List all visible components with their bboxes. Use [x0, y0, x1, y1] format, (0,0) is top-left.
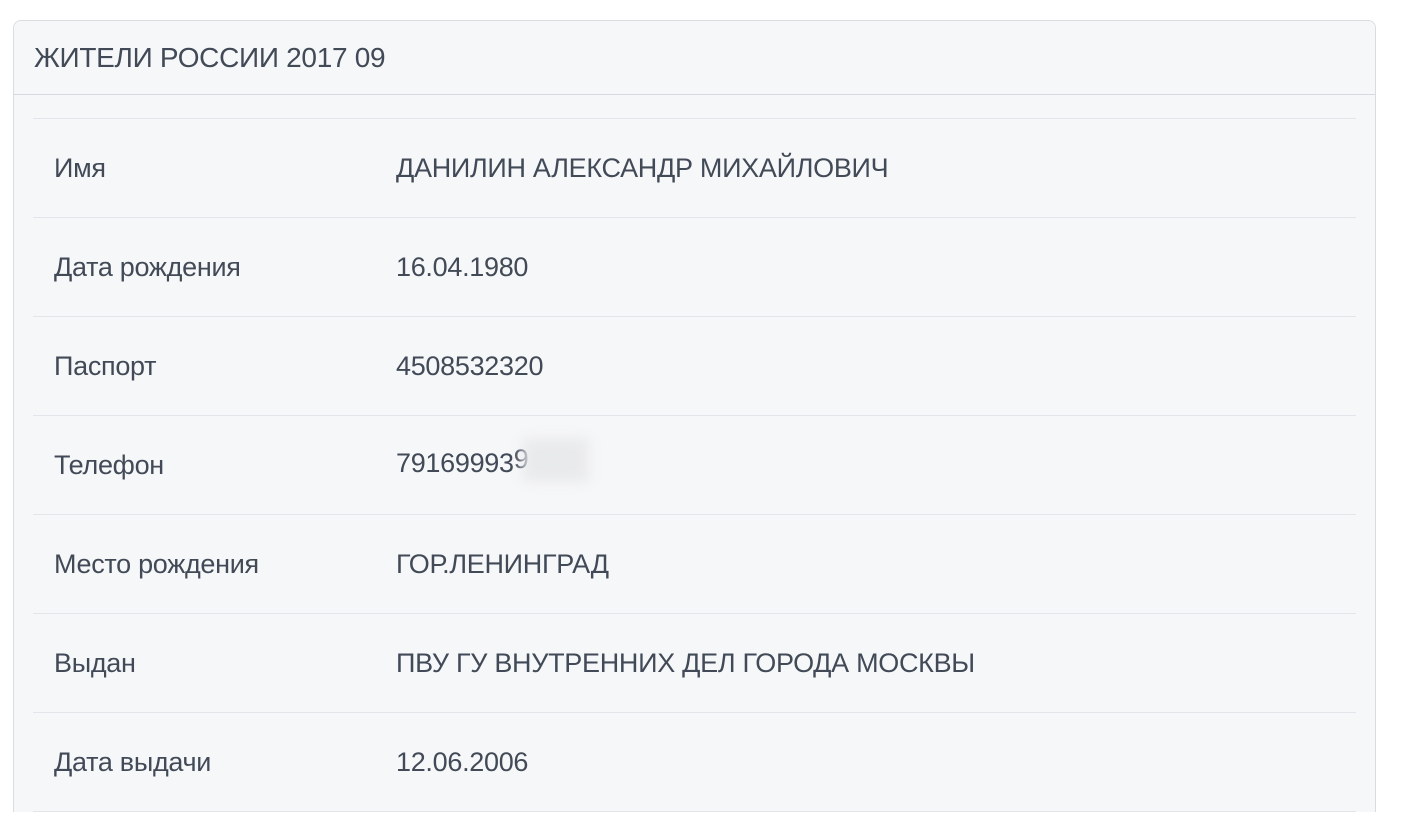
field-row-birthplace: Место рождения ГОР.ЛЕНИНГРАД	[33, 514, 1356, 613]
field-label-passport: Паспорт	[54, 350, 157, 381]
field-value-birthplace: ГОР.ЛЕНИНГРАД	[396, 548, 609, 579]
panel-body: Имя ДАНИЛИН АЛЕКСАНДР МИХАЙЛОВИЧ Дата ро…	[14, 95, 1375, 812]
field-value-birthdate: 16.04.1980	[396, 251, 529, 282]
field-row-birthdate: Дата рождения 16.04.1980	[33, 217, 1356, 316]
field-row-name: Имя ДАНИЛИН АЛЕКСАНДР МИХАЙЛОВИЧ	[33, 118, 1356, 217]
field-row-issue-date: Дата выдачи 12.06.2006	[33, 712, 1356, 811]
field-value-issued-by: ПВУ ГУ ВНУТРЕННИХ ДЕЛ ГОРОДА МОСКВЫ	[396, 647, 975, 678]
field-row-phone: Телефон 79169993 9	[33, 415, 1356, 514]
blur-overlay	[522, 438, 589, 482]
phone-visible-digits: 79169993	[396, 448, 514, 479]
field-label-birthplace: Место рождения	[54, 548, 259, 579]
field-label-birthdate: Дата рождения	[54, 251, 241, 282]
field-value-name: ДАНИЛИН АЛЕКСАНДР МИХАЙЛОВИЧ	[396, 152, 889, 183]
field-value-issue-date: 12.06.2006	[396, 746, 529, 777]
field-label-name: Имя	[54, 152, 106, 183]
field-label-issue-date: Дата выдачи	[54, 746, 212, 777]
field-label-phone: Телефон	[54, 449, 164, 480]
panel-header: ЖИТЕЛИ РОССИИ 2017 09	[14, 21, 1375, 95]
field-value-phone: 79169993 9	[396, 438, 1356, 482]
panel-title: ЖИТЕЛИ РОССИИ 2017 09	[34, 41, 386, 73]
field-label-issued-by: Выдан	[54, 647, 136, 678]
phone-redaction: 9	[514, 438, 594, 482]
results-panel: ЖИТЕЛИ РОССИИ 2017 09 Имя ДАНИЛИН АЛЕКСА…	[13, 20, 1376, 812]
field-value-passport: 4508532320	[396, 350, 544, 381]
field-row-issued-by: Выдан ПВУ ГУ ВНУТРЕННИХ ДЕЛ ГОРОДА МОСКВ…	[33, 613, 1356, 712]
field-row-passport: Паспорт 4508532320	[33, 316, 1356, 415]
